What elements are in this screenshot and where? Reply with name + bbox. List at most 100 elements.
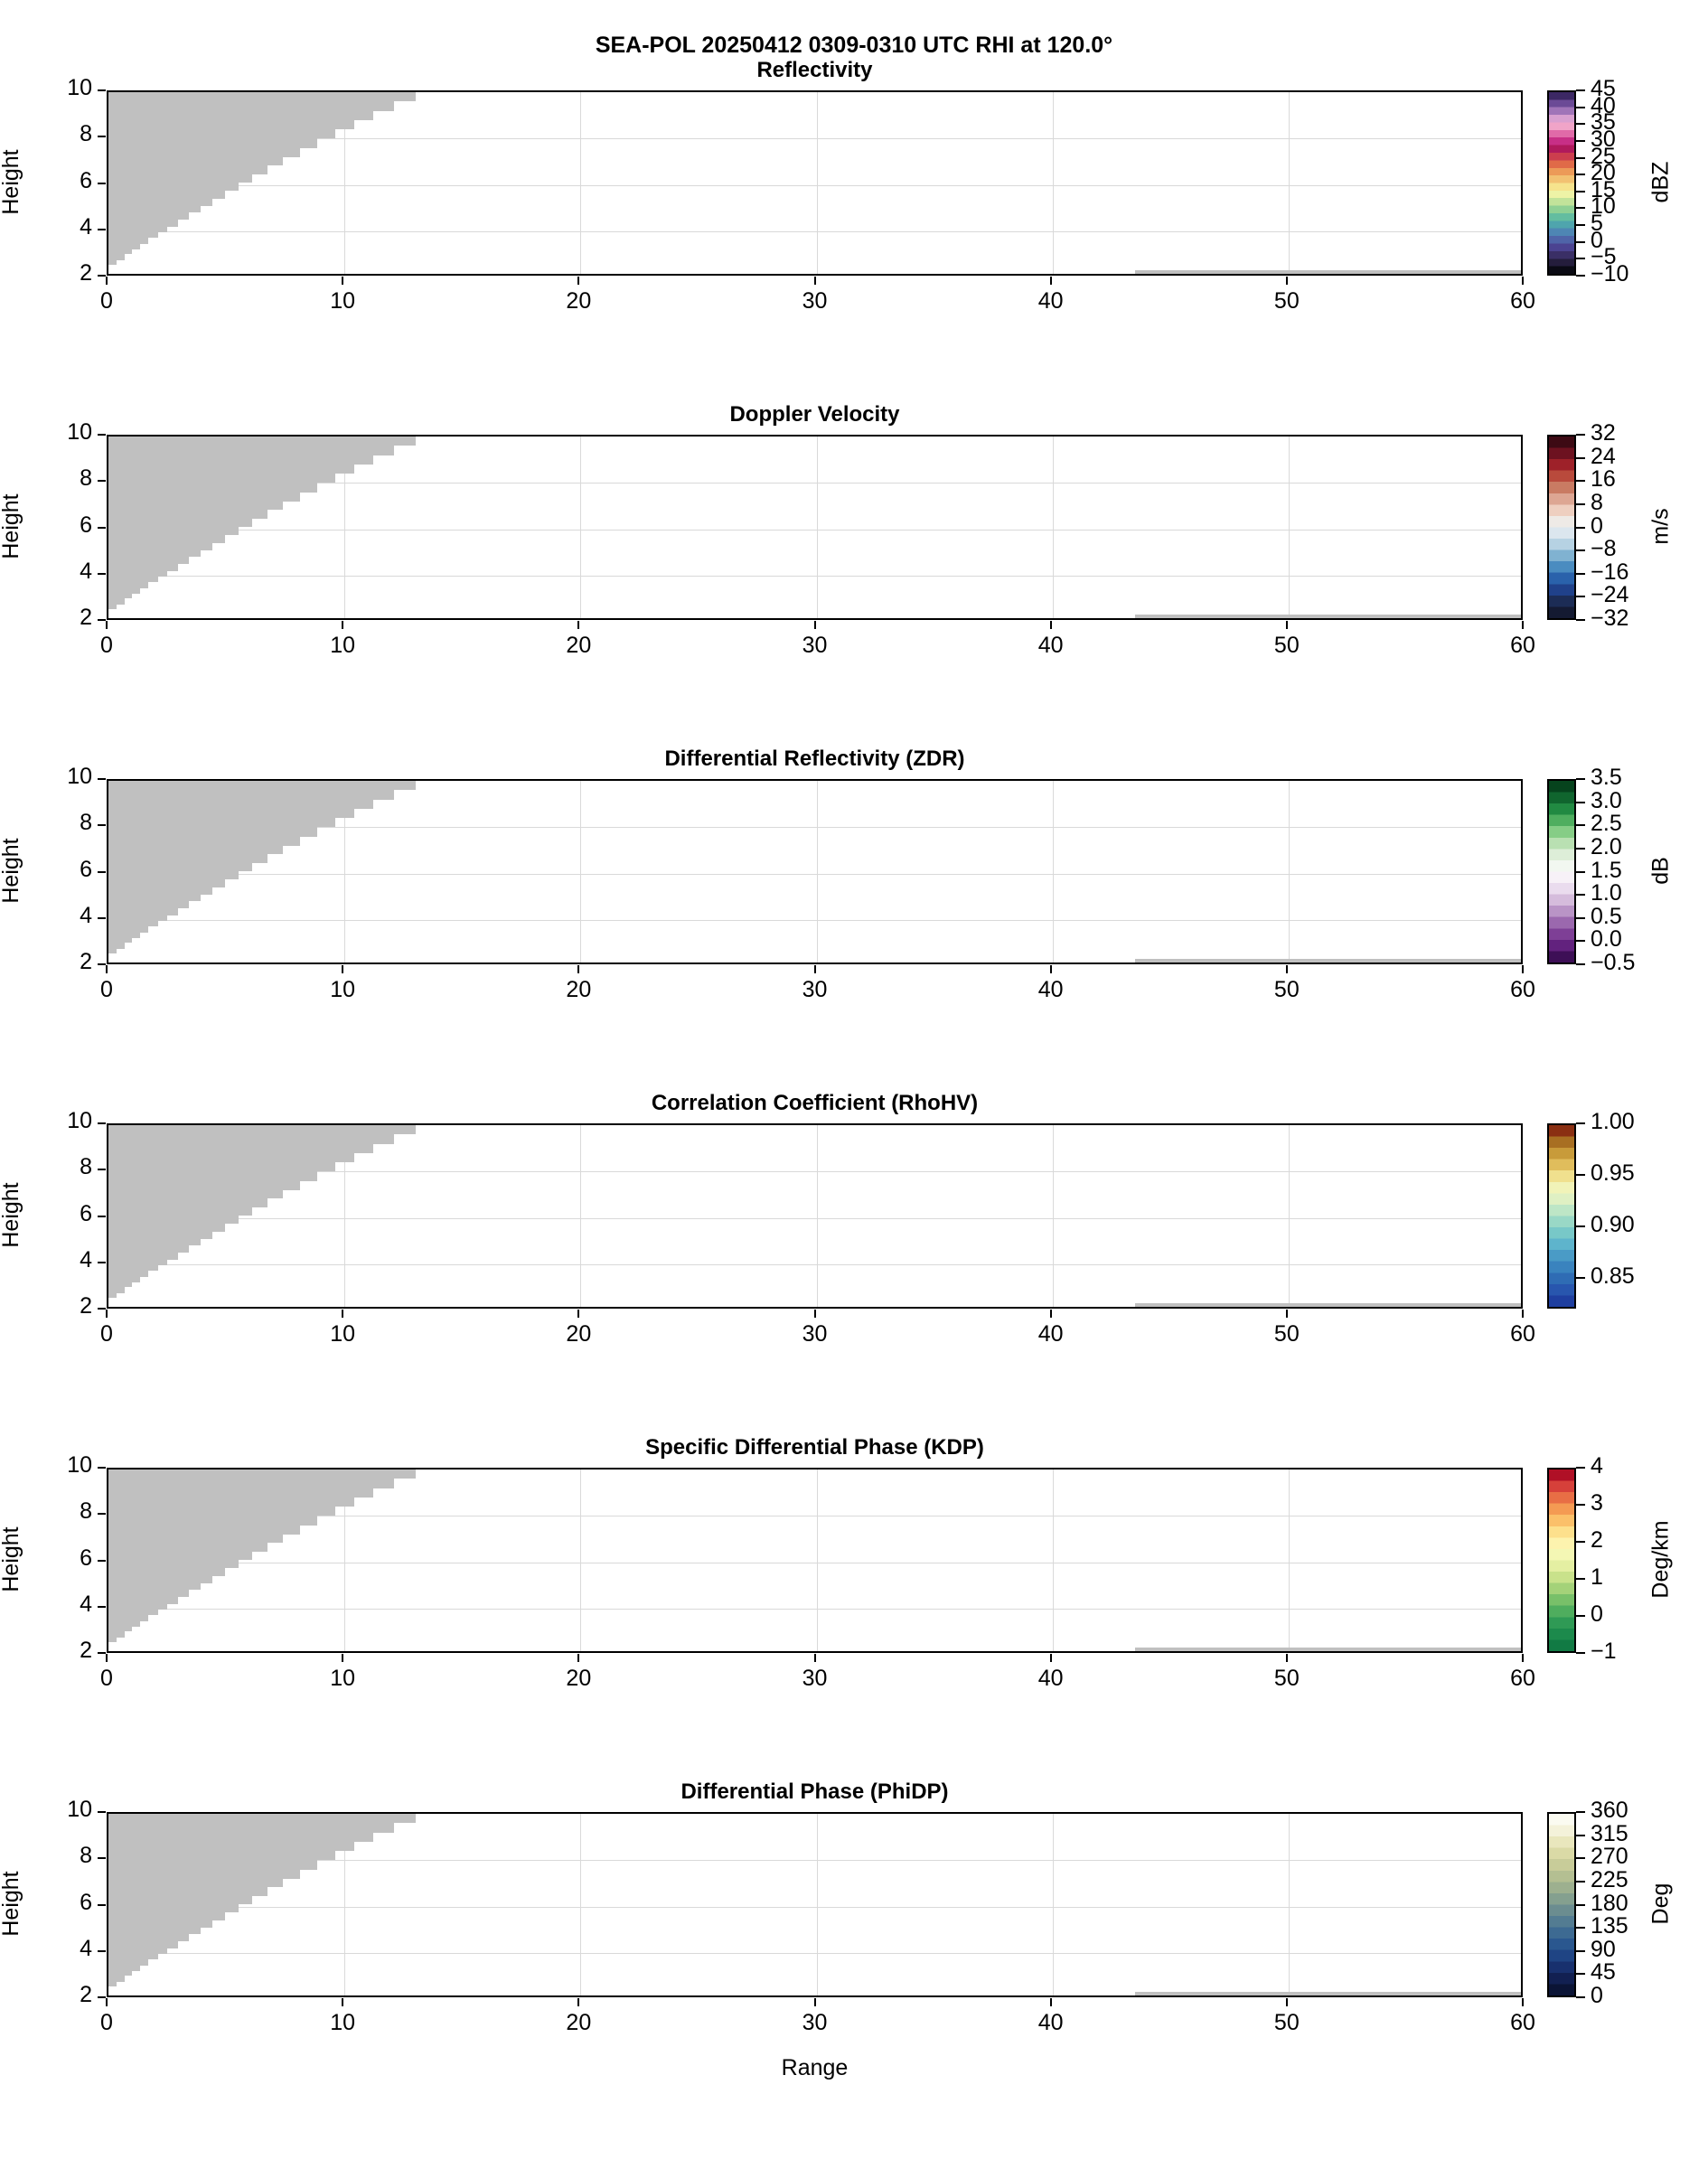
xticklabel-40: 40 [1037,977,1064,1002]
xtick-20 [577,965,580,973]
yticklabel-2: 2 [80,1293,92,1319]
yticklabel-6: 6 [80,1889,92,1915]
ytick-4 [98,572,106,575]
xtick-60 [1522,1654,1524,1662]
colorbar-ticklabel-phidp-1: 45 [1591,1959,1616,1986]
mask-step [372,1125,394,1144]
xticklabel-30: 30 [802,1666,828,1691]
ytick-6 [98,1559,106,1562]
ytick-2 [98,619,106,621]
gridline-x-10 [344,1469,346,1651]
xtick-10 [342,965,344,973]
yticklabel-4: 4 [80,1591,92,1617]
mask-step [140,1125,149,1277]
gridline-x-50 [1288,437,1290,618]
colorbar-tick-reflectivity-9 [1576,123,1585,126]
colorbar-tick-phidp-2 [1576,1949,1585,1952]
xtick-40 [1049,965,1052,973]
xtick-0 [106,621,108,629]
xtick-10 [342,621,344,629]
yticklabel-10: 10 [67,1108,92,1133]
mask-step [317,1469,335,1516]
axes-zdr [107,779,1523,964]
mask-step [299,92,318,148]
mask-step [334,1469,354,1507]
yticklabel-8: 8 [80,1498,92,1525]
mask-step [200,437,212,550]
xticklabel-10: 10 [330,288,356,314]
colorbar-tick-zdr-5 [1576,847,1585,850]
mask-step [267,781,284,854]
gridline-x-10 [344,1125,346,1307]
xtick-0 [106,965,108,973]
colorbar-tick-phidp-6 [1576,1857,1585,1860]
mask-step [167,781,179,915]
mask-step [178,781,189,908]
y-axis-title-phidp: Height [0,1870,23,1937]
xticklabel-40: 40 [1037,2010,1064,2035]
mask-step [283,437,300,502]
mask-step [200,1814,212,1928]
xtick-10 [342,277,344,285]
ytick-6 [98,1903,106,1906]
mask-step [225,1814,239,1912]
mask-step [334,92,354,129]
gridline-y-4 [108,230,1521,232]
gridline-y-4 [108,919,1521,921]
xticklabel-0: 0 [100,633,113,658]
xtick-20 [577,1654,580,1662]
mask-step [132,437,141,595]
mask-step [267,1125,284,1198]
colorbar-ticklabel-rhohv-3: 1.00 [1591,1109,1635,1134]
y-axis-title-doppler_velocity: Height [0,493,23,559]
xticklabel-60: 60 [1510,633,1535,658]
colorbar-tick-zdr-8 [1576,778,1585,780]
gridline-x-30 [816,1125,818,1307]
mask-step [117,1814,126,1982]
yticklabel-6: 6 [80,512,92,538]
xticklabel-50: 50 [1273,288,1300,314]
xticklabel-30: 30 [802,977,828,1002]
colorbar-kdp [1547,1468,1576,1653]
mask-step [157,1814,168,1955]
mask-step [132,1125,141,1283]
mask-step [372,781,394,800]
colorbar-zdr [1547,779,1576,964]
xtick-30 [813,277,816,285]
panel-title-reflectivity: Reflectivity [756,58,873,82]
mask-step [267,92,284,165]
yticklabel-10: 10 [67,764,92,789]
mask-step [299,781,318,837]
mask-step [125,1814,133,1977]
mask-step [140,1469,149,1621]
ytick-6 [98,182,106,184]
xtick-20 [577,277,580,285]
colorbar-tick-doppler_velocity-4 [1576,526,1585,529]
xtick-60 [1522,277,1524,285]
mask-step [140,1814,149,1966]
ytick-8 [98,136,106,138]
mask-step [252,1469,268,1552]
xticklabel-50: 50 [1273,977,1300,1002]
gridline-y-4 [108,1263,1521,1265]
gridline-x-50 [1288,1469,1290,1651]
colorbar-ticklabel-phidp-5: 225 [1591,1866,1628,1892]
xtick-10 [342,1654,344,1662]
mask-step [252,781,268,863]
mask-step [140,781,149,933]
xtick-50 [1285,1310,1288,1318]
gridline-x-50 [1288,1125,1290,1307]
gridline-x-10 [344,437,346,618]
colorbar-tick-doppler_velocity-7 [1576,456,1585,459]
mask-step [317,1814,335,1861]
mask-step [372,92,394,111]
mask-step [394,437,416,446]
mask-step [299,1469,318,1526]
mask-step [211,1125,226,1232]
gridline-y-4 [108,1608,1521,1610]
ytick-4 [98,916,106,919]
mask-step [334,437,354,474]
mask-step [117,92,126,260]
colorbar-tick-reflectivity-1 [1576,258,1585,260]
colorbar-ticklabel-kdp-1: 0 [1591,1601,1603,1627]
